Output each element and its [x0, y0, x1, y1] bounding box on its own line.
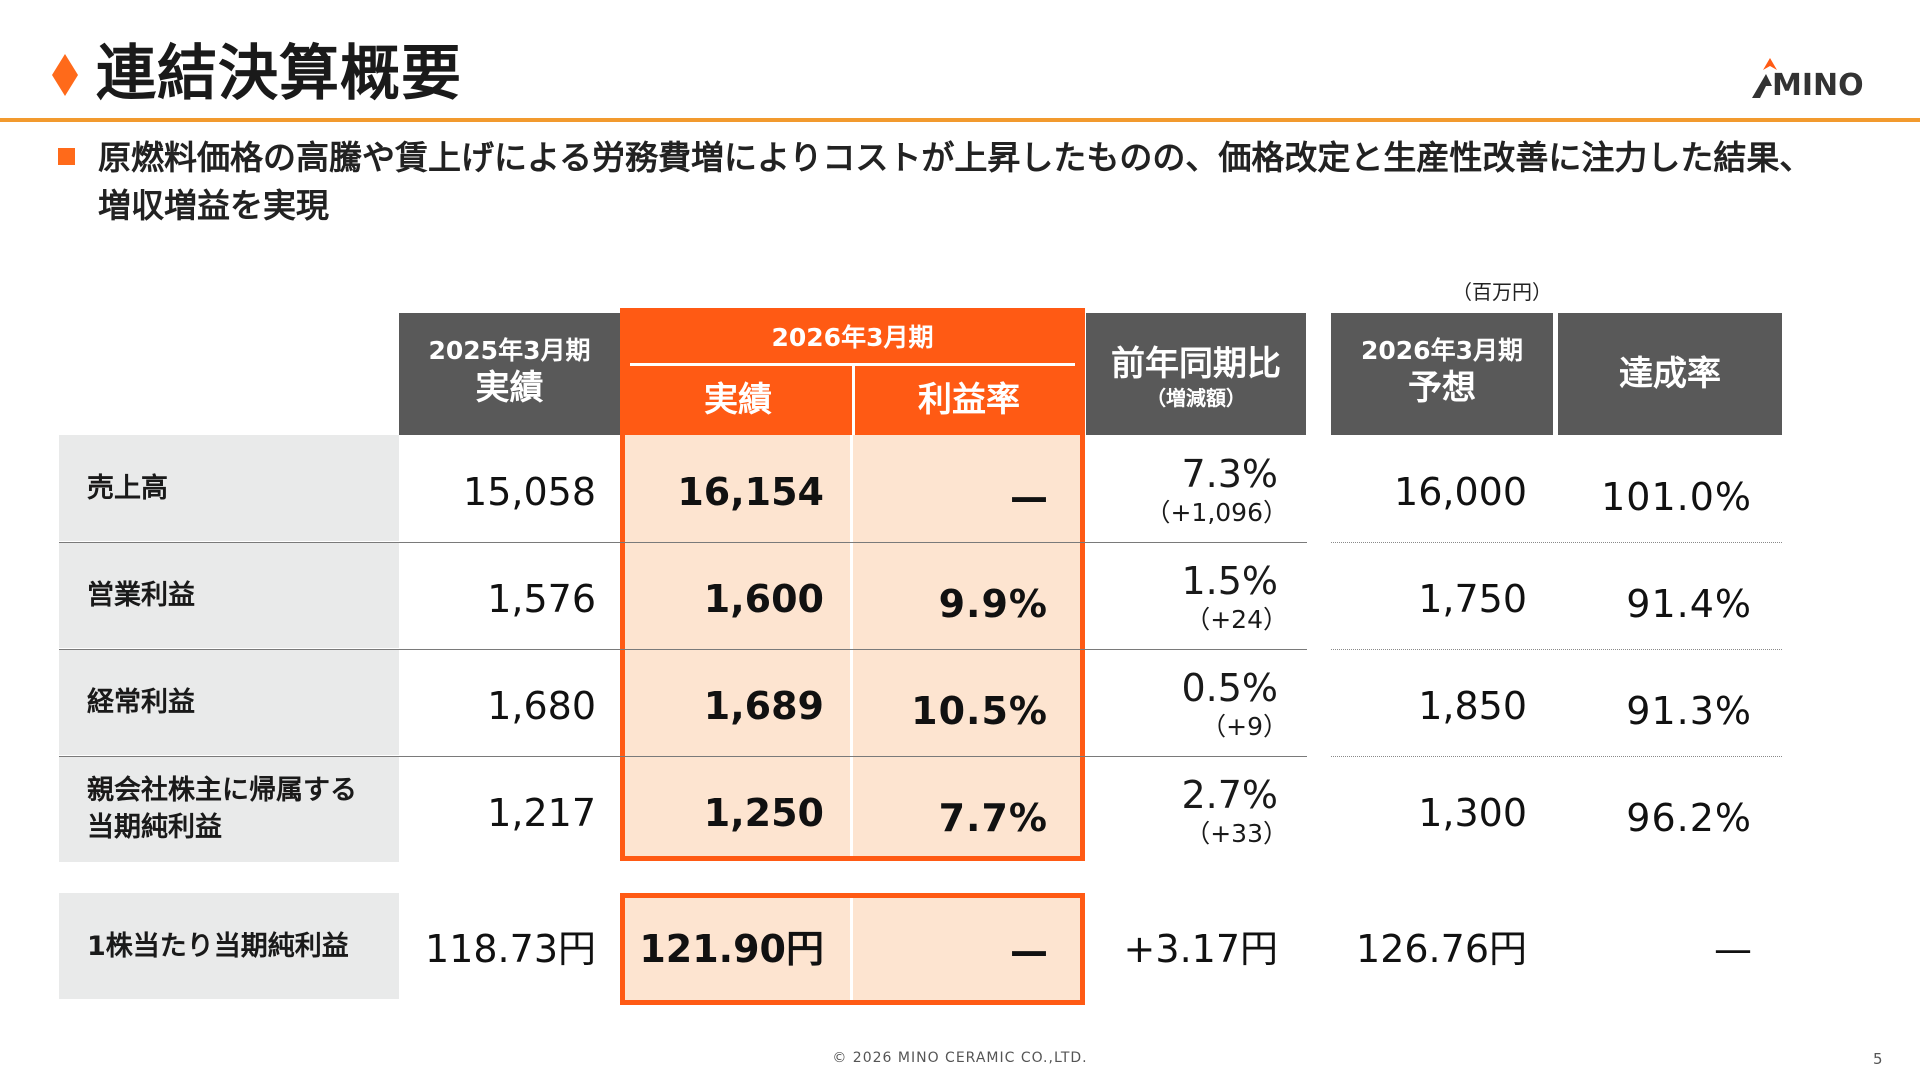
cell-yoy-diff: （+1,096）: [1145, 498, 1288, 527]
row-label-text: 1株当たり当期純利益: [87, 930, 349, 962]
row-separator-dotted: [1331, 756, 1782, 757]
row-label-sales: 売上高: [59, 435, 399, 541]
header-current-rule: [630, 363, 1075, 366]
cell-margin: —: [1010, 475, 1048, 519]
header-current-divider: [852, 366, 855, 435]
eps-achievement: —: [1714, 927, 1752, 971]
header-yoy-label: 前年同期比: [1111, 344, 1281, 384]
header-forecast: 2026年3月期 予想: [1331, 313, 1553, 435]
row-label-net-income: 親会社株主に帰属する 当期純利益: [59, 756, 399, 862]
header-yoy: 前年同期比 （増減額）: [1086, 313, 1306, 435]
cell-yoy-pct: 0.5%: [1181, 666, 1278, 710]
page-number: 5: [1873, 1050, 1883, 1068]
cell-achievement: 96.2%: [1626, 796, 1752, 840]
header-forecast-period: 2026年3月期: [1361, 336, 1523, 365]
cell-achievement: 91.4%: [1626, 582, 1752, 626]
cell-actual: 1,250: [703, 791, 824, 835]
current-column-divider: [850, 435, 853, 860]
row-separator-dotted: [1331, 649, 1782, 650]
row-label-line2: 当期純利益: [87, 812, 222, 843]
cell-prev: 1,217: [487, 791, 596, 835]
cell-yoy-diff: （+24）: [1185, 605, 1288, 634]
company-logo: MINO: [1750, 56, 1868, 106]
footer-copyright: © 2026 MINO CERAMIC CO.,LTD.: [832, 1050, 1088, 1066]
row-label-eps: 1株当たり当期純利益: [59, 893, 399, 999]
cell-margin: 10.5%: [911, 689, 1048, 733]
current-column-frame: [620, 308, 1085, 861]
cell-forecast: 1,300: [1418, 791, 1527, 835]
cell-forecast: 1,750: [1418, 577, 1527, 621]
row-separator-dotted: [1331, 542, 1782, 543]
cell-achievement: 101.0%: [1601, 475, 1752, 519]
bullet-square-icon: [58, 148, 75, 165]
eps-margin: —: [1010, 929, 1048, 973]
row-label-line1: 親会社株主に帰属する: [87, 775, 357, 806]
header-current-period: 2026年3月期: [771, 323, 934, 352]
cell-forecast: 1,850: [1418, 684, 1527, 728]
header-yoy-sub: （増減額）: [1146, 386, 1246, 410]
header-current-period-group: 2026年3月期 実績 利益率: [624, 313, 1081, 435]
row-label-text: 売上高: [87, 472, 168, 504]
cell-yoy-diff: （+9）: [1201, 712, 1288, 741]
row-label-text: 営業利益: [87, 579, 195, 611]
row-label-operating-income: 営業利益: [59, 542, 399, 648]
eps-current-divider: [850, 898, 853, 1000]
cell-actual: 1,600: [703, 577, 824, 621]
row-separator: [59, 756, 1307, 757]
header-achievement: 達成率: [1558, 313, 1782, 435]
header-forecast-label: 予想: [1408, 368, 1476, 408]
cell-yoy-pct: 2.7%: [1181, 773, 1278, 817]
row-separator: [59, 649, 1307, 650]
header-rule: [0, 118, 1920, 122]
cell-yoy-diff: （+33）: [1185, 819, 1288, 848]
cell-achievement: 91.3%: [1626, 689, 1752, 733]
title-diamond-icon: [52, 54, 78, 96]
header-current-margin: 利益率: [918, 380, 1020, 420]
cell-yoy-pct: 7.3%: [1181, 452, 1278, 496]
cell-forecast: 16,000: [1394, 470, 1527, 514]
cell-margin: 9.9%: [938, 582, 1048, 626]
row-label-ordinary-income: 経常利益: [59, 649, 399, 755]
unit-note: （百万円）: [1452, 280, 1552, 304]
cell-prev: 15,058: [463, 470, 596, 514]
logo-flame-icon: [1752, 58, 1777, 98]
row-separator: [59, 542, 1307, 543]
logo-text: MINO: [1772, 68, 1864, 103]
cell-yoy-pct: 1.5%: [1181, 559, 1278, 603]
cell-prev: 1,680: [487, 684, 596, 728]
summary-text: 原燃料価格の高騰や賃上げによる労務費増によりコストが上昇したものの、価格改定と生…: [98, 138, 1813, 225]
header-current-actual: 実績: [704, 380, 772, 420]
cell-actual: 1,689: [703, 684, 824, 728]
eps-forecast: 126.76円: [1356, 927, 1527, 971]
header-prev-label: 実績: [475, 368, 544, 408]
cell-prev: 1,576: [487, 577, 596, 621]
row-label-text: 経常利益: [87, 686, 195, 718]
header-prev-period: 2025年3月期: [428, 336, 591, 365]
eps-yoy: +3.17円: [1123, 927, 1278, 971]
eps-prev: 118.73円: [425, 927, 596, 971]
cell-margin: 7.7%: [938, 796, 1048, 840]
page-title: 連結決算概要: [96, 39, 462, 109]
cell-actual: 16,154: [677, 470, 824, 514]
header-prev-actual: 2025年3月期 実績: [399, 313, 620, 435]
eps-actual: 121.90円: [639, 927, 824, 971]
